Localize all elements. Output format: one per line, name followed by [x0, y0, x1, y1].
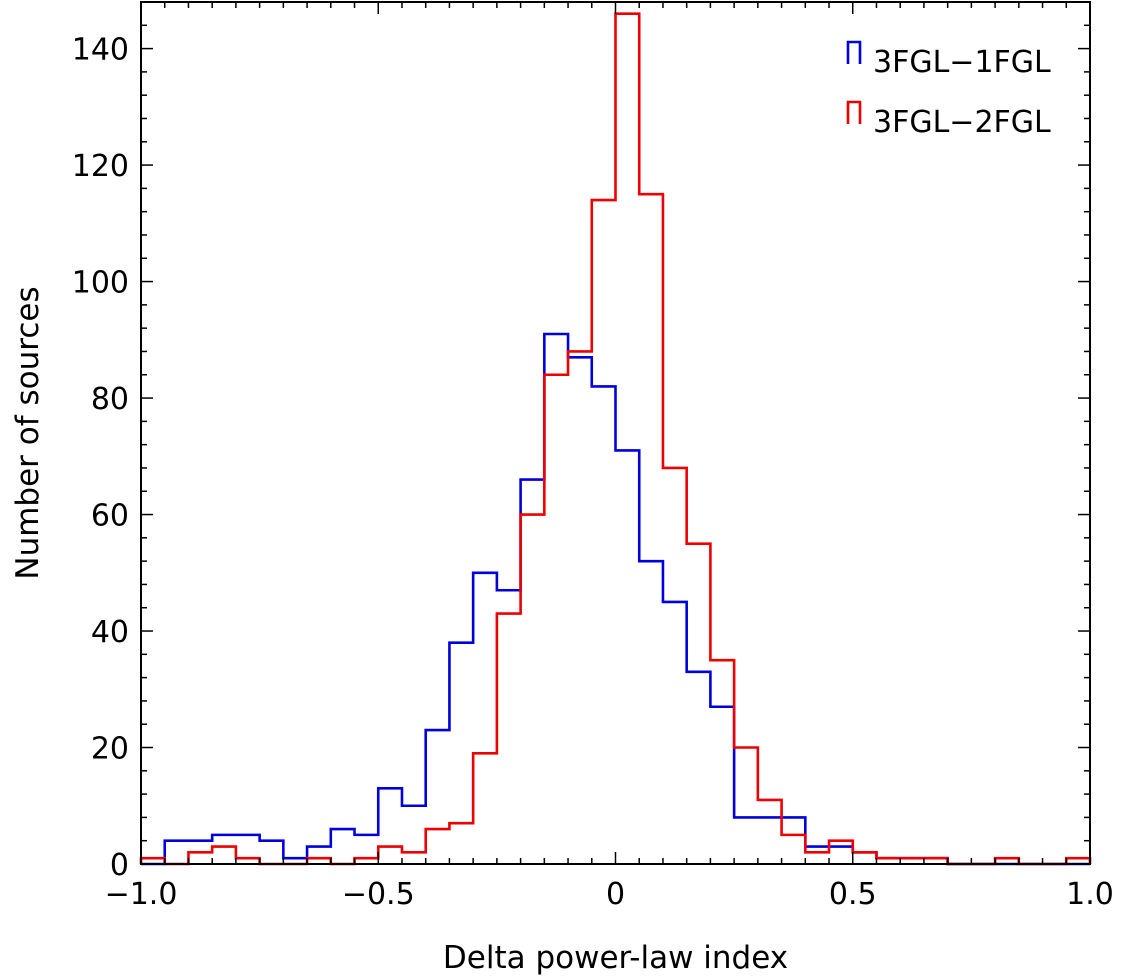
y-tick-label: 60 [91, 499, 129, 534]
legend-swatch-2 [846, 100, 862, 124]
x-tick-label: 1.0 [1066, 877, 1114, 912]
y-tick-label: 120 [72, 149, 129, 184]
y-tick-label: 100 [72, 266, 129, 301]
x-tick-label: 0.5 [829, 877, 877, 912]
y-tick-label: 80 [91, 382, 129, 417]
y-axis-title: Number of sources [10, 286, 46, 579]
x-axis-title: Delta power-law index [443, 940, 788, 976]
y-tick-label: 20 [91, 732, 129, 767]
axis-ticks [140, 1, 1091, 865]
legend-swatch-1 [846, 40, 862, 64]
x-tick-label: −1.0 [105, 877, 178, 912]
y-tick-label: 40 [91, 615, 129, 650]
series-layer [139, 12, 1092, 866]
series-line-1 [141, 332, 1090, 866]
x-tick-label: 0 [606, 877, 625, 912]
legend-label-2: 3FGL−2FGL [873, 105, 1051, 140]
legend-label-1: 3FGL−1FGL [873, 45, 1051, 80]
x-tick-label: −0.5 [342, 877, 415, 912]
legend: 3FGL−1FGL 3FGL−2FGL [846, 40, 1051, 140]
y-tick-label: 140 [72, 33, 129, 68]
y-tick-label: 0 [110, 848, 129, 883]
tick-labels: −1.0 −0.5 0 0.5 1.0 0 20 40 60 80 100 120 140 [72, 33, 1114, 912]
